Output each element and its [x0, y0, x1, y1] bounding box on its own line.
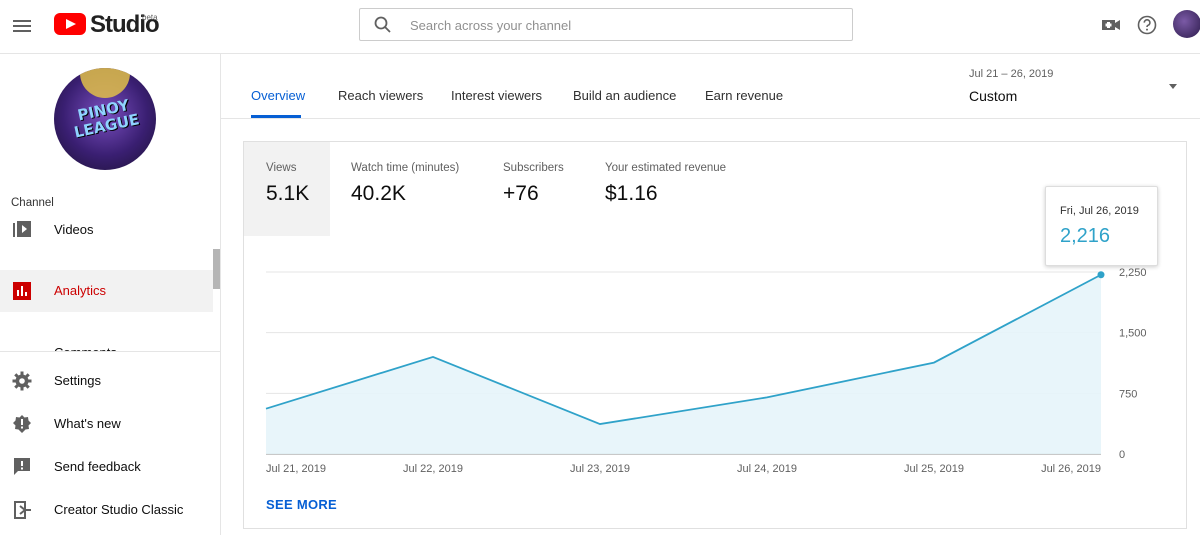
sidebar-item-creator-studio-classic[interactable]: Creator Studio Classic: [0, 489, 213, 531]
sidebar-item-label: Settings: [54, 373, 101, 388]
sidebar-item-label: Send feedback: [54, 459, 141, 474]
logo-text: Studio: [90, 11, 160, 38]
metric-value: $1.16: [605, 182, 658, 205]
metric-label: Watch time (minutes): [351, 162, 460, 174]
whats-new-icon: [12, 414, 32, 434]
metric-label: Subscribers: [503, 162, 564, 174]
metric-value: 40.2K: [351, 182, 406, 205]
metric-views[interactable]: Views 5.1K: [244, 142, 330, 236]
avatar-art: [80, 68, 130, 98]
classic-studio-icon: [12, 500, 32, 520]
analytics-icon: [12, 281, 32, 301]
search-box[interactable]: [359, 8, 853, 41]
top-bar: Studio beta: [0, 0, 1200, 54]
date-range-kind: Custom: [969, 88, 1018, 104]
account-avatar[interactable]: [1173, 10, 1200, 38]
tab-interest-viewers[interactable]: Interest viewers: [451, 88, 543, 103]
feedback-icon: [12, 457, 32, 477]
date-range-picker[interactable]: Jul 21 – 26, 2019 Custom: [969, 68, 1054, 104]
metric-watch-time[interactable]: Watch time (minutes) 40.2K: [330, 142, 480, 236]
metric-estimated-revenue[interactable]: Your estimated revenue $1.16: [580, 142, 730, 236]
sidebar-item-label: Videos: [54, 222, 94, 237]
tab-build-an-audience[interactable]: Build an audience: [573, 88, 677, 103]
tooltip-value: 2,216: [1060, 225, 1111, 247]
metric-value: 5.1K: [266, 182, 310, 205]
sidebar-item-label: Analytics: [54, 283, 107, 298]
gear-icon: [12, 371, 32, 391]
tooltip-date: Fri, Jul 26, 2019: [1060, 205, 1139, 217]
sidebar-item-settings[interactable]: Settings: [0, 360, 213, 402]
hamburger-menu-icon[interactable]: [10, 14, 34, 38]
tab-reach-viewers[interactable]: Reach viewers: [338, 88, 424, 103]
sidebar-item-send-feedback[interactable]: Send feedback: [0, 446, 213, 488]
search-icon: [374, 16, 392, 34]
sidebar-item-analytics[interactable]: Analytics: [0, 270, 213, 312]
metric-subscribers[interactable]: Subscribers +76: [480, 142, 580, 236]
channel-avatar-logo: PINOY LEAGUE: [72, 95, 141, 142]
sidebar-item-whats-new[interactable]: What's new: [0, 403, 213, 445]
channel-section-label: Channel: [11, 197, 54, 209]
see-more-link[interactable]: SEE MORE: [266, 497, 338, 512]
metric-value: +76: [503, 182, 539, 205]
help-icon[interactable]: [1136, 14, 1158, 36]
sidebar-scrollbar[interactable]: [213, 249, 220, 289]
metric-label: Views: [266, 162, 297, 174]
chart-tooltip: Fri, Jul 26, 2019 2,216: [1045, 186, 1158, 266]
chevron-down-icon[interactable]: [1169, 84, 1177, 89]
metric-label: Your estimated revenue: [605, 162, 727, 174]
sidebar-bottom-nav: Settings What's new Send feedback Creato…: [0, 351, 220, 535]
tab-overview[interactable]: Overview: [251, 88, 306, 103]
sidebar-item-label: What's new: [54, 416, 121, 431]
beta-label: beta: [142, 13, 158, 22]
channel-avatar[interactable]: PINOY LEAGUE: [54, 68, 156, 170]
search-input[interactable]: [410, 15, 830, 35]
analytics-tabs: Overview Reach viewers Interest viewers …: [221, 54, 1200, 119]
tab-earn-revenue[interactable]: Earn revenue: [705, 88, 784, 103]
video-library-icon: [12, 220, 32, 240]
sidebar-item-videos[interactable]: Videos: [0, 209, 213, 251]
youtube-play-icon: [54, 13, 86, 35]
sidebar-item-label: Creator Studio Classic: [54, 502, 184, 517]
create-video-icon[interactable]: [1100, 14, 1122, 36]
active-tab-indicator: [251, 115, 301, 118]
date-range-text: Jul 21 – 26, 2019: [969, 68, 1054, 80]
